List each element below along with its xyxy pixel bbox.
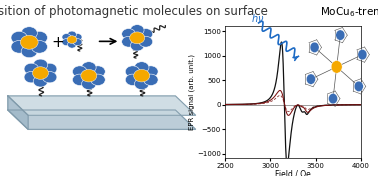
Circle shape xyxy=(91,66,105,77)
Circle shape xyxy=(31,31,48,44)
Circle shape xyxy=(135,78,149,90)
Circle shape xyxy=(21,45,37,58)
Circle shape xyxy=(73,74,87,86)
Circle shape xyxy=(310,42,319,52)
Circle shape xyxy=(33,76,48,87)
Circle shape xyxy=(354,81,363,92)
Circle shape xyxy=(91,74,105,86)
Polygon shape xyxy=(8,110,196,129)
Circle shape xyxy=(67,36,77,43)
Circle shape xyxy=(11,31,27,44)
Circle shape xyxy=(358,49,367,60)
Circle shape xyxy=(135,62,149,73)
Circle shape xyxy=(42,63,57,75)
Circle shape xyxy=(73,34,82,41)
Circle shape xyxy=(328,93,338,104)
Circle shape xyxy=(82,78,96,90)
Circle shape xyxy=(122,29,135,39)
Circle shape xyxy=(24,71,39,83)
Circle shape xyxy=(134,69,150,82)
X-axis label: Field / Oe: Field / Oe xyxy=(275,170,311,176)
Circle shape xyxy=(62,39,71,46)
Polygon shape xyxy=(8,96,28,129)
Circle shape xyxy=(73,66,87,77)
Circle shape xyxy=(42,71,57,83)
Circle shape xyxy=(130,40,144,51)
Text: MoCu$_6$-tren: MoCu$_6$-tren xyxy=(320,5,378,19)
Circle shape xyxy=(81,69,97,82)
Circle shape xyxy=(31,40,48,53)
Circle shape xyxy=(130,32,145,44)
Circle shape xyxy=(125,74,140,86)
Text: $h\nu$: $h\nu$ xyxy=(251,12,264,24)
Circle shape xyxy=(73,39,82,46)
Circle shape xyxy=(125,66,140,77)
Circle shape xyxy=(20,35,38,49)
Circle shape xyxy=(62,34,71,41)
Y-axis label: EPR signal (arb. unit.): EPR signal (arb. unit.) xyxy=(189,54,195,130)
Circle shape xyxy=(307,74,315,84)
Circle shape xyxy=(68,41,76,48)
Circle shape xyxy=(11,40,27,53)
Text: Deposition of photomagnetic molecules on surface: Deposition of photomagnetic molecules on… xyxy=(0,5,267,18)
Circle shape xyxy=(331,61,342,73)
Circle shape xyxy=(336,30,345,40)
Circle shape xyxy=(130,25,144,35)
Circle shape xyxy=(68,31,76,38)
Circle shape xyxy=(122,36,135,47)
Circle shape xyxy=(21,27,37,39)
Circle shape xyxy=(33,59,48,71)
Polygon shape xyxy=(8,96,196,115)
Circle shape xyxy=(24,63,39,75)
Circle shape xyxy=(144,66,158,77)
Text: +: + xyxy=(51,35,64,50)
Circle shape xyxy=(82,62,96,73)
Circle shape xyxy=(139,36,153,47)
Circle shape xyxy=(139,29,153,39)
Circle shape xyxy=(144,74,158,86)
Circle shape xyxy=(33,67,48,79)
